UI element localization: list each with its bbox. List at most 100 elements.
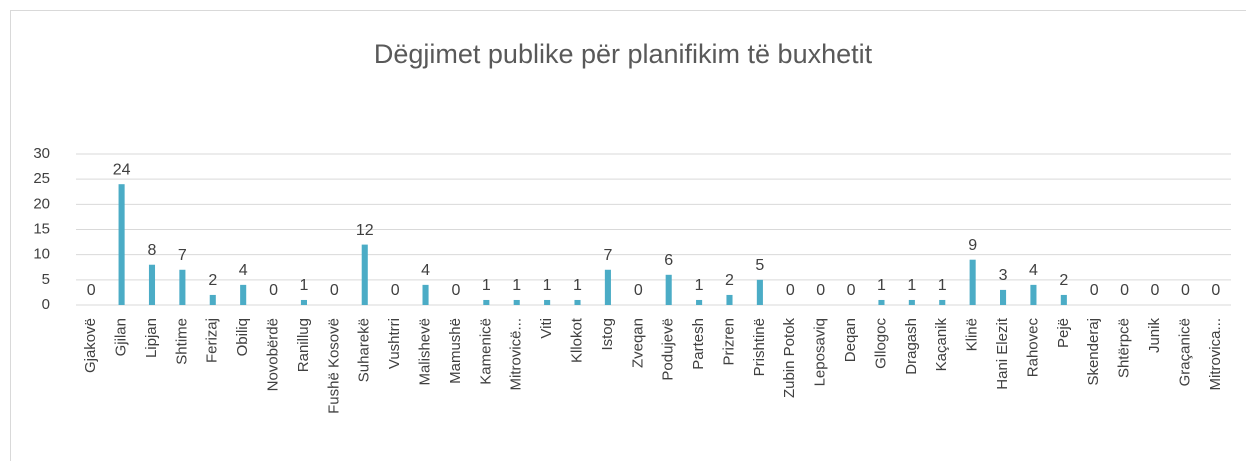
data-label: 1 <box>573 277 582 294</box>
x-tick-label: Zveqan <box>629 318 646 368</box>
data-label: 2 <box>1059 272 1068 289</box>
data-label: 1 <box>543 277 552 294</box>
data-label: 12 <box>356 222 374 239</box>
x-tick-label: Gjilan <box>113 318 130 356</box>
data-label: 7 <box>178 247 187 264</box>
x-tick-label: Fushë Kosovë <box>325 318 342 414</box>
data-label: 8 <box>148 242 157 259</box>
bar <box>878 299 885 305</box>
bar <box>756 279 763 305</box>
bar <box>483 299 490 305</box>
data-label: 0 <box>451 282 460 299</box>
bar <box>240 284 247 305</box>
bar <box>544 299 551 305</box>
data-label: 4 <box>239 262 248 279</box>
x-tick-label: Malishevë <box>417 318 434 386</box>
data-label: 0 <box>786 282 795 299</box>
data-label: 0 <box>330 282 339 299</box>
x-tick-label: Ranillug <box>295 318 312 372</box>
bar <box>665 274 672 305</box>
x-tick-label: Mamushë <box>447 318 464 384</box>
data-label: 1 <box>300 277 309 294</box>
x-tick-label: Podujevë <box>660 318 677 381</box>
x-tick-label: Zubin Potok <box>781 318 798 399</box>
x-tick-label: Deqan <box>842 318 859 362</box>
x-tick-label: Rahovec <box>1024 318 1041 378</box>
data-label: 0 <box>269 282 278 299</box>
data-label: 0 <box>1181 282 1190 299</box>
x-tick-label: Junik <box>1146 318 1163 354</box>
bar <box>361 244 368 305</box>
x-tick-label: Istog <box>599 318 616 351</box>
data-label: 3 <box>999 267 1008 284</box>
bar <box>148 264 156 305</box>
y-tick-label: 15 <box>33 220 50 237</box>
x-tick-label: Leposaviq <box>812 318 829 386</box>
data-label: 4 <box>1029 262 1038 279</box>
x-tick-label: Vushtrri <box>386 318 403 369</box>
x-tick-label: Dragash <box>903 318 920 375</box>
x-tick-label: Pejë <box>1055 318 1072 348</box>
x-tick-label: Gjakovë <box>82 318 99 373</box>
y-tick-label: 10 <box>33 246 50 263</box>
bar <box>513 299 520 305</box>
bar <box>209 294 216 305</box>
y-tick-label: 5 <box>42 271 50 288</box>
y-tick-label: 30 <box>33 145 50 162</box>
chart-frame <box>10 10 1246 461</box>
x-tick-label: Shtime <box>173 318 190 365</box>
x-tick-label: Mitrovicë... <box>508 318 525 391</box>
x-tick-label: Novobërdë <box>265 318 282 391</box>
x-tick-label: Partesh <box>690 318 707 370</box>
x-tick-label: Graçanicë <box>1176 318 1193 386</box>
data-label: 9 <box>968 237 977 254</box>
x-tick-label: Mitrovica... <box>1207 318 1224 391</box>
y-tick-label: 25 <box>33 170 50 187</box>
chart-title: Dëgjimet publike për planifikim të buxhe… <box>374 39 873 69</box>
data-label: 0 <box>634 282 643 299</box>
data-label: 24 <box>113 161 131 178</box>
bar <box>118 184 125 305</box>
data-label: 0 <box>1211 282 1220 299</box>
bar <box>726 294 733 305</box>
x-tick-label: Viti <box>538 318 555 339</box>
data-label: 2 <box>208 272 217 289</box>
bar <box>422 284 429 305</box>
x-tick-label: Prizren <box>720 318 737 366</box>
data-label: 7 <box>603 247 612 264</box>
y-tick-label: 0 <box>42 296 50 313</box>
data-label: 0 <box>87 282 96 299</box>
data-label: 2 <box>725 272 734 289</box>
data-label: 0 <box>1090 282 1099 299</box>
data-label: 1 <box>938 277 947 294</box>
data-label: 0 <box>1120 282 1129 299</box>
x-tick-label: Hani Elezit <box>994 317 1011 390</box>
x-tick-label: Kamenicë <box>477 318 494 385</box>
bar <box>696 299 703 305</box>
data-label: 1 <box>695 277 704 294</box>
x-tick-label: Kaçanik <box>933 318 950 372</box>
x-tick-label: Lipjan <box>143 318 160 358</box>
x-tick-label: Ferizaj <box>204 318 221 363</box>
y-tick-label: 20 <box>33 195 50 212</box>
x-tick-label: Skenderaj <box>1085 318 1102 386</box>
bar <box>574 299 581 305</box>
bar <box>300 299 307 305</box>
x-tick-label: Gllogoc <box>872 318 889 369</box>
bar <box>179 269 186 305</box>
data-label: 1 <box>907 277 916 294</box>
data-label: 0 <box>391 282 400 299</box>
data-label: 4 <box>421 262 430 279</box>
x-tick-label: Suharekë <box>356 318 373 382</box>
data-label: 6 <box>664 252 673 269</box>
bar <box>908 299 915 305</box>
data-label: 0 <box>1151 282 1160 299</box>
data-label: 1 <box>877 277 886 294</box>
data-label: 1 <box>482 277 491 294</box>
data-label: 1 <box>512 277 521 294</box>
bar <box>604 269 611 305</box>
bar <box>1030 284 1037 305</box>
data-label: 5 <box>755 257 764 274</box>
x-tick-label: Kllokot <box>568 317 585 363</box>
